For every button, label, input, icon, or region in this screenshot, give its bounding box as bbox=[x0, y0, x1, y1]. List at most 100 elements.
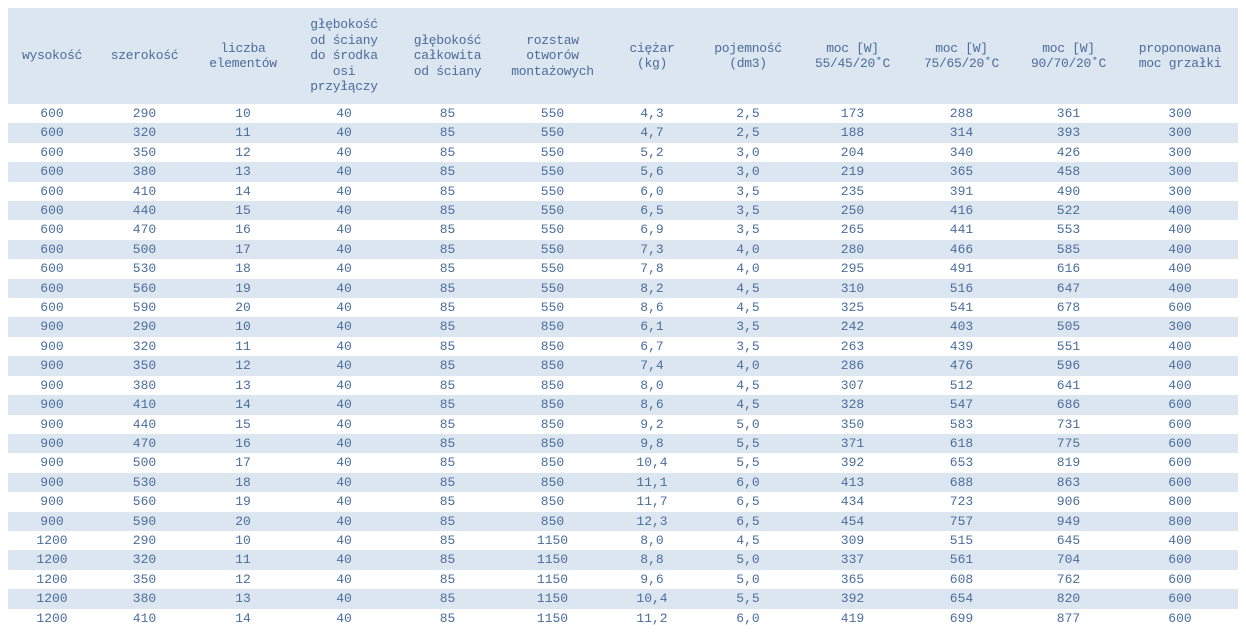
table-cell: 512 bbox=[949, 377, 974, 393]
table-cell: 173 bbox=[840, 106, 865, 121]
table-cell: 85 bbox=[395, 356, 500, 376]
table-cell: 40 bbox=[336, 455, 352, 471]
table-cell: 4,5 bbox=[699, 278, 797, 299]
table-cell: 550 bbox=[500, 162, 605, 182]
table-cell: 40 bbox=[336, 494, 352, 510]
table-cell: 19 bbox=[235, 494, 251, 510]
table-cell: 13 bbox=[193, 589, 293, 609]
table-cell: 40 bbox=[293, 317, 395, 337]
table-cell: 85 bbox=[395, 278, 500, 299]
table-cell: 337 bbox=[797, 550, 908, 570]
table-cell: 6,1 bbox=[605, 317, 699, 337]
table-cell: 686 bbox=[1015, 395, 1122, 415]
table-cell: 4,5 bbox=[699, 395, 797, 415]
table-cell: 309 bbox=[840, 532, 865, 548]
table-cell: 350 bbox=[96, 356, 193, 376]
table-cell: 410 bbox=[132, 610, 157, 626]
table-cell: 400 bbox=[1168, 532, 1192, 548]
table-cell: 5,2 bbox=[640, 144, 664, 160]
column-header: ciężar (kg) bbox=[605, 8, 699, 104]
table-cell: 250 bbox=[797, 201, 908, 221]
table-cell: 850 bbox=[500, 511, 605, 531]
table-cell: 40 bbox=[293, 123, 395, 143]
table-cell: 550 bbox=[540, 300, 565, 316]
table-cell: 1200 bbox=[36, 571, 68, 587]
table-row: 1200 380 13 40 85 1150 10,4 5,5 392 654 820 600 bbox=[8, 589, 1238, 609]
table-cell: 400 bbox=[1122, 239, 1238, 260]
column-header: pojemność (dm3) bbox=[699, 8, 797, 104]
table-row: 600 440 15 40 85 550 6,5 3,5 250 416 522 400 bbox=[8, 201, 1238, 221]
table-cell: 11 bbox=[235, 338, 251, 354]
table-cell: 600 bbox=[1168, 416, 1192, 432]
table-cell: 6,9 bbox=[640, 222, 664, 238]
table-cell: 263 bbox=[840, 338, 865, 354]
table-cell: 85 bbox=[439, 416, 456, 432]
table-cell: 400 bbox=[1122, 201, 1238, 221]
table-cell: 600 bbox=[40, 183, 64, 199]
table-cell: 550 bbox=[500, 239, 605, 260]
table-cell: 85 bbox=[439, 571, 456, 587]
table-cell: 400 bbox=[1122, 356, 1238, 376]
table-cell: 3,5 bbox=[699, 201, 797, 221]
table-cell: 1150 bbox=[500, 550, 605, 570]
table-cell: 4,0 bbox=[736, 261, 760, 277]
table-cell: 10 bbox=[193, 317, 293, 337]
table-cell: 40 bbox=[336, 532, 352, 548]
table-cell: 40 bbox=[336, 183, 352, 199]
table-cell: 775 bbox=[1015, 433, 1122, 454]
table-cell: 550 bbox=[540, 183, 565, 199]
table-cell: 85 bbox=[395, 395, 500, 415]
table-cell: 7,4 bbox=[605, 356, 699, 376]
table-cell: 426 bbox=[1056, 144, 1081, 160]
column-header: moc [W] 55/45/20˚C bbox=[797, 8, 908, 104]
table-cell: 85 bbox=[439, 144, 456, 160]
table-cell: 40 bbox=[336, 222, 352, 238]
table-cell: 85 bbox=[395, 201, 500, 221]
header-row: wysokość szerokość liczba elementów głęboko… bbox=[8, 8, 1238, 104]
table-cell: 4,5 bbox=[736, 300, 760, 316]
table-cell: 290 bbox=[132, 532, 157, 548]
column-header: głębokość od ściany do środka osi przyłą… bbox=[293, 8, 395, 104]
table-cell: 550 bbox=[540, 222, 565, 238]
table-cell: 85 bbox=[439, 532, 456, 548]
table-cell: 4,0 bbox=[699, 239, 797, 260]
table-cell: 551 bbox=[1056, 338, 1081, 354]
table-row: 900 470 16 40 85 850 9,8 5,5 371 618 775 600 bbox=[8, 433, 1238, 454]
table-cell: 4,0 bbox=[699, 356, 797, 376]
table-cell: 490 bbox=[1056, 183, 1081, 199]
table-cell: 541 bbox=[949, 300, 974, 316]
table-cell: 850 bbox=[540, 416, 565, 432]
table-cell: 188 bbox=[797, 123, 908, 143]
table-cell: 85 bbox=[395, 589, 500, 609]
table-cell: 400 bbox=[1122, 278, 1238, 299]
table-cell: 8,6 bbox=[605, 395, 699, 415]
table-cell: 440 bbox=[96, 201, 193, 221]
table-cell: 410 bbox=[96, 395, 193, 415]
table-cell: 40 bbox=[293, 511, 395, 531]
table-cell: 320 bbox=[132, 338, 157, 354]
table-row: 600 410 14 40 85 550 6,0 3,5 235 391 490 300 bbox=[8, 182, 1238, 201]
table-cell: 906 bbox=[1056, 494, 1081, 510]
table-cell: 288 bbox=[949, 106, 974, 121]
table-cell: 949 bbox=[1015, 511, 1122, 531]
table-cell: 470 bbox=[132, 222, 157, 238]
table-cell: 350 bbox=[840, 416, 865, 432]
table-cell: 8,2 bbox=[605, 278, 699, 299]
table-cell: 550 bbox=[500, 123, 605, 143]
table-cell: 85 bbox=[439, 455, 456, 471]
table-cell: 16 bbox=[235, 222, 251, 238]
table-cell: 820 bbox=[1015, 589, 1122, 609]
table-cell: 9,6 bbox=[640, 571, 664, 587]
table-cell: 5,0 bbox=[736, 571, 760, 587]
table-cell: 300 bbox=[1168, 144, 1192, 160]
table-cell: 1150 bbox=[536, 532, 569, 548]
table-cell: 505 bbox=[1015, 317, 1122, 337]
table-cell: 1200 bbox=[36, 610, 68, 626]
table-cell: 10 bbox=[235, 106, 251, 121]
table-cell: 307 bbox=[840, 377, 865, 393]
table-cell: 600 bbox=[40, 222, 64, 238]
table-cell: 40 bbox=[336, 106, 352, 121]
table-cell: 600 bbox=[1168, 455, 1192, 471]
table-cell: 419 bbox=[840, 610, 865, 626]
table-cell: 600 bbox=[8, 239, 96, 260]
